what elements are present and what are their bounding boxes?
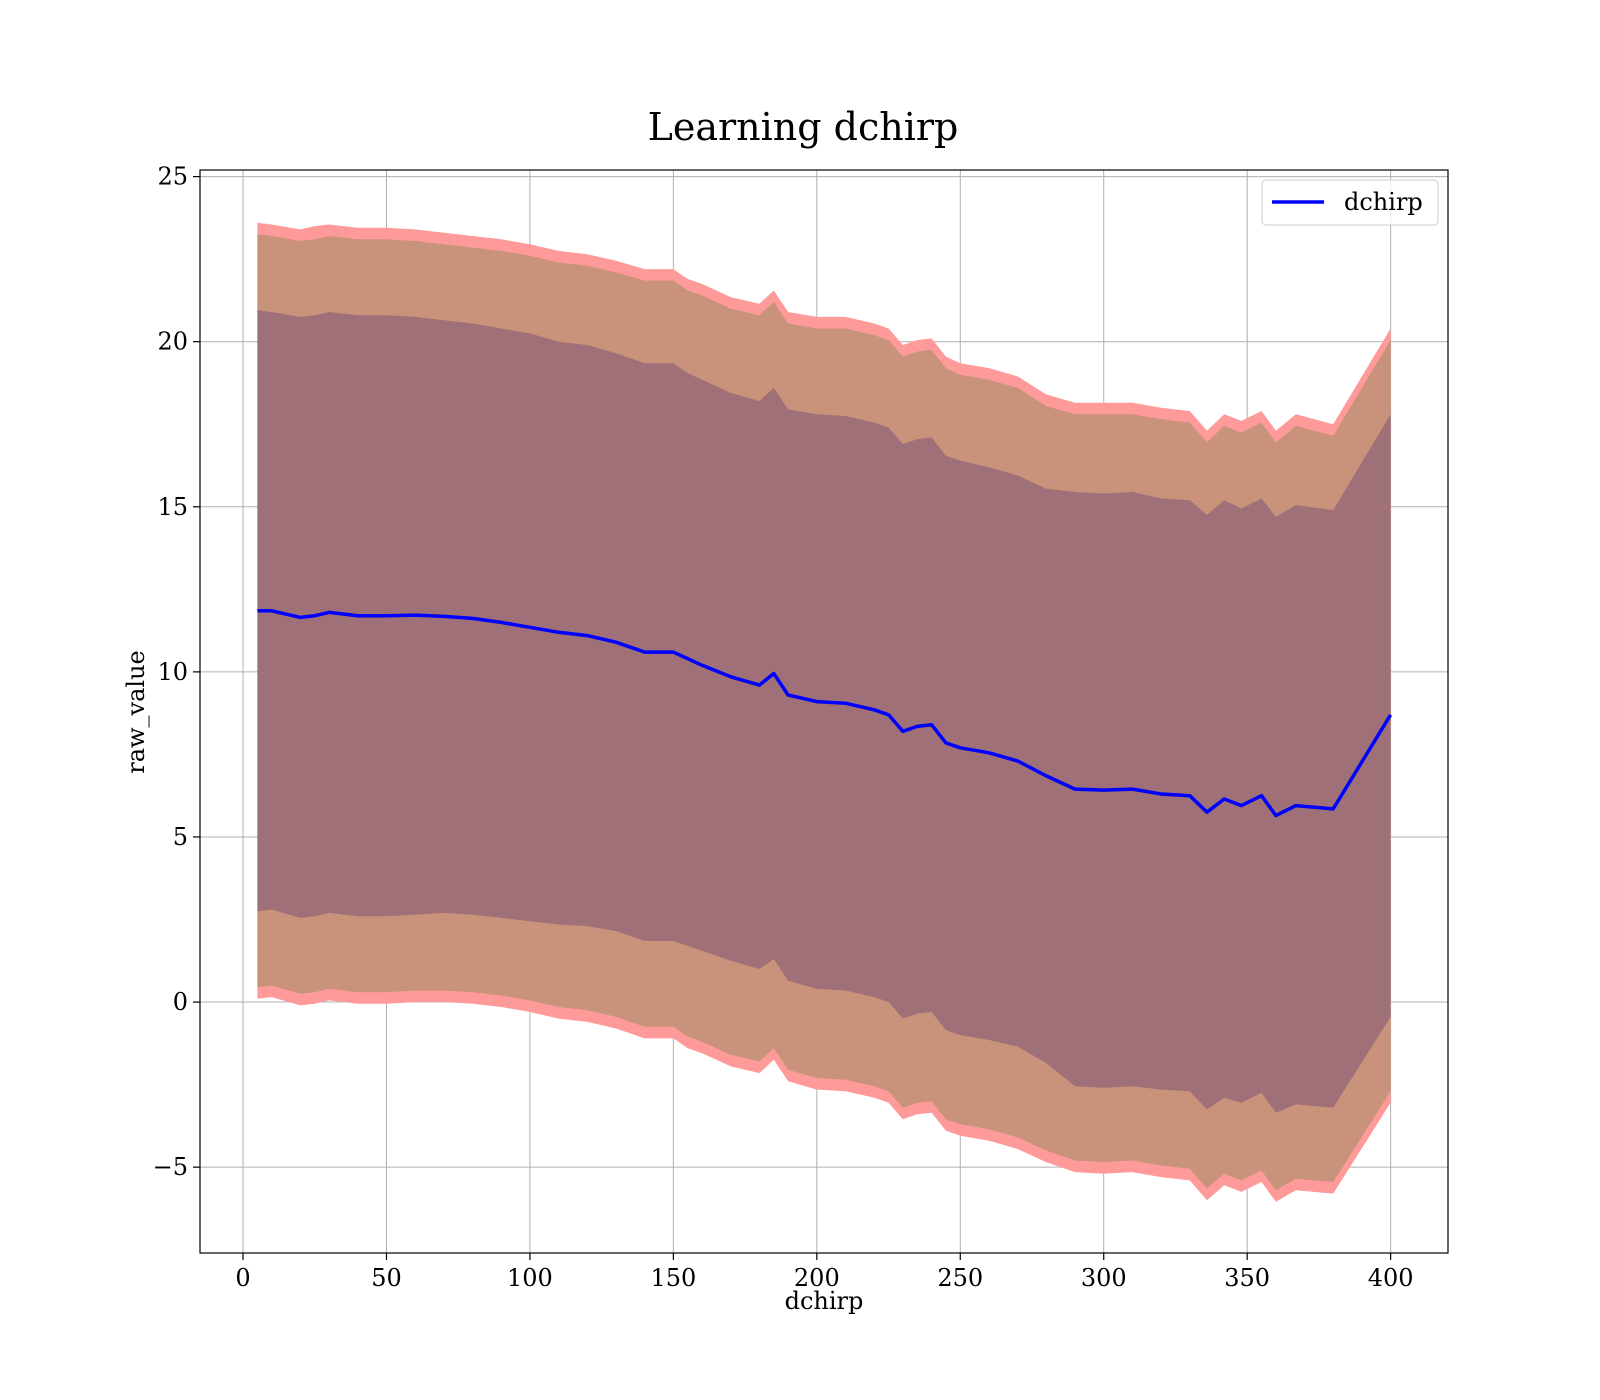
axis-ticks: 0 50 100 150 200 250 300 350 400 −5 0 5 10 15 20 25: [153, 163, 1414, 1292]
dchirp-line: [257, 609, 1393, 818]
chart-title: Learning dchirp: [648, 105, 959, 149]
legend: dchirp: [1261, 179, 1439, 226]
x-tick-label: 150: [650, 1264, 696, 1292]
y-tick-label: −5: [153, 1153, 188, 1181]
uncertainty-bands: [257, 222, 1391, 1202]
x-tick-label: 300: [1081, 1264, 1127, 1292]
y-tick-label: 0: [173, 988, 188, 1016]
legend-label: dchirp: [1344, 188, 1423, 216]
x-tick-label: 250: [937, 1264, 983, 1292]
plot-frame: [199, 169, 1449, 1254]
y-tick-label: 15: [157, 493, 188, 521]
y-tick-label: 5: [173, 823, 188, 851]
y-tick-label: 25: [157, 163, 188, 191]
y-tick-label: 20: [157, 328, 188, 356]
x-axis-label: dchirp: [785, 1287, 864, 1315]
x-tick-label: 100: [507, 1264, 553, 1292]
x-tick-label: 50: [371, 1264, 402, 1292]
y-axis-label: raw_value: [122, 650, 150, 774]
x-tick-label: 350: [1224, 1264, 1270, 1292]
series-lines: [257, 609, 1393, 818]
x-tick-label: 400: [1368, 1264, 1414, 1292]
inner-band: [257, 310, 1391, 1113]
legend-box: [1261, 179, 1439, 226]
x-tick-label: 200: [794, 1264, 840, 1292]
y-tick-label: 10: [157, 658, 188, 686]
x-tick-label: 0: [235, 1264, 250, 1292]
